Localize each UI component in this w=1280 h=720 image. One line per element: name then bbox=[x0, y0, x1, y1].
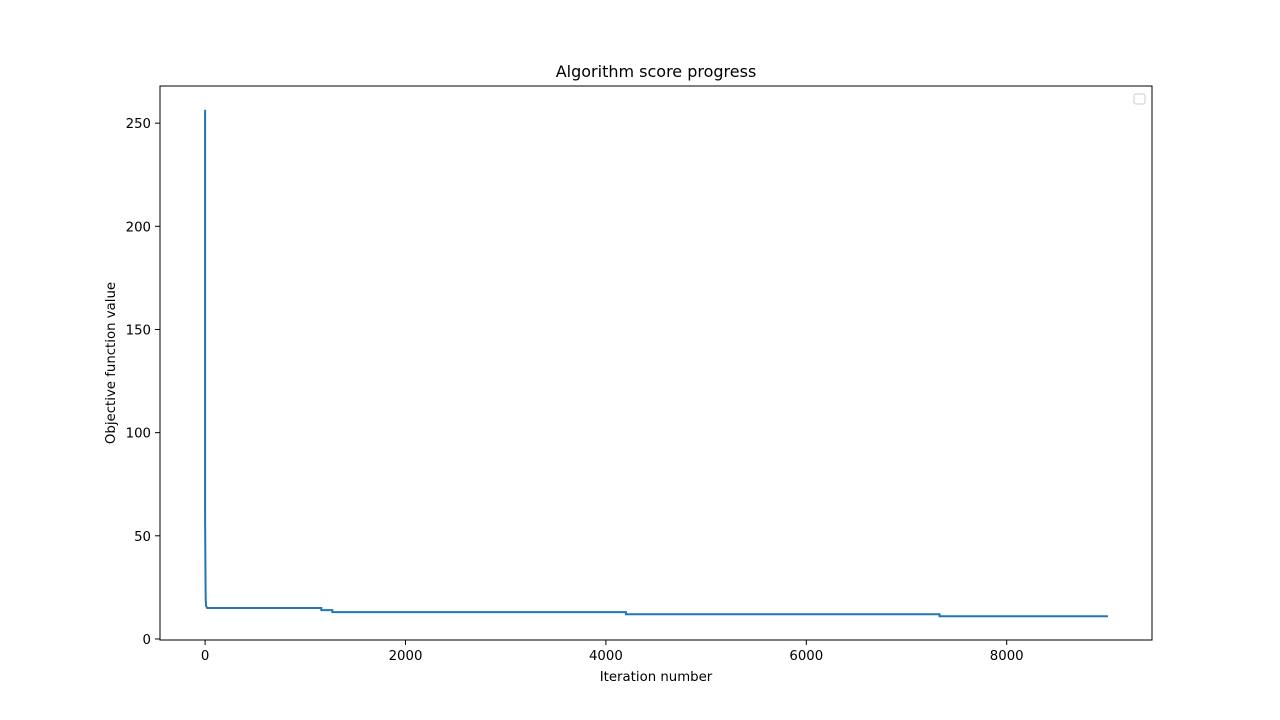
y-tick-label: 250 bbox=[126, 117, 151, 132]
x-tick-label: 4000 bbox=[589, 649, 623, 664]
series-line bbox=[204, 109, 1108, 618]
y-tick-label: 50 bbox=[134, 530, 151, 545]
x-axis-title: Iteration number bbox=[600, 670, 713, 685]
plot-frame bbox=[159, 85, 1153, 641]
y-tick-label: 200 bbox=[126, 220, 151, 235]
y-axis: 0 50 100 150 200 250 bbox=[126, 117, 160, 648]
series-layer bbox=[204, 109, 1108, 618]
y-axis-title: Objective function value bbox=[104, 282, 119, 444]
x-tick-label: 8000 bbox=[990, 649, 1024, 664]
x-axis: 0 2000 4000 6000 8000 bbox=[201, 640, 1024, 664]
x-tick-label: 0 bbox=[201, 649, 209, 664]
x-tick-label: 2000 bbox=[389, 649, 423, 664]
y-tick-label: 100 bbox=[126, 427, 151, 442]
chart-title: Algorithm score progress bbox=[556, 62, 757, 81]
x-tick-label: 6000 bbox=[789, 649, 823, 664]
plot-area bbox=[160, 86, 1152, 640]
y-tick-label: 0 bbox=[143, 633, 151, 648]
legend-box[interactable] bbox=[1133, 93, 1146, 105]
y-tick-label: 150 bbox=[126, 323, 151, 338]
